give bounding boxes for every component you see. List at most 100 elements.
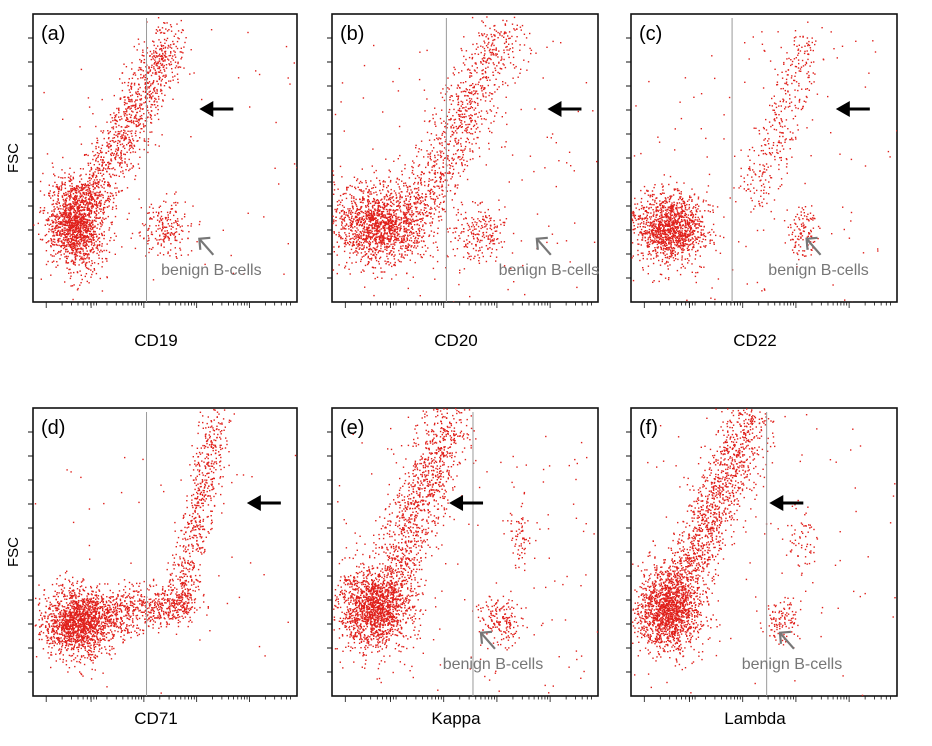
data-point <box>332 215 334 217</box>
data-point <box>384 215 387 217</box>
data-point <box>82 243 84 245</box>
data-point <box>98 181 100 184</box>
data-point <box>187 254 189 256</box>
data-point <box>177 202 179 204</box>
data-point <box>350 237 352 240</box>
data-point <box>112 173 114 176</box>
data-point <box>83 245 86 247</box>
data-point <box>442 88 444 90</box>
data-point <box>82 183 85 186</box>
data-point <box>76 202 78 204</box>
data-point <box>385 216 387 219</box>
data-point <box>87 193 90 195</box>
data-point <box>460 143 462 145</box>
data-point <box>441 173 444 175</box>
data-point <box>99 205 101 207</box>
data-point <box>358 212 360 214</box>
data-point <box>468 97 471 100</box>
data-point <box>77 230 79 233</box>
data-point <box>368 231 370 234</box>
data-point <box>131 135 133 137</box>
data-point <box>68 268 70 271</box>
data-point <box>93 236 95 238</box>
data-point <box>118 175 120 177</box>
data-point <box>368 243 370 245</box>
data-point <box>353 196 355 198</box>
data-point <box>64 198 67 200</box>
data-point <box>111 221 113 223</box>
data-point <box>412 232 415 234</box>
data-point <box>485 96 487 98</box>
data-point <box>363 223 366 225</box>
data-point <box>92 113 94 115</box>
data-point <box>148 81 151 83</box>
data-point <box>153 90 156 92</box>
data-point <box>438 185 440 187</box>
data-point <box>101 164 103 166</box>
data-point <box>185 37 187 39</box>
data-point <box>92 188 95 191</box>
data-point <box>154 61 157 63</box>
data-point <box>177 81 179 84</box>
data-point <box>60 221 63 224</box>
data-point <box>75 187 78 189</box>
data-point <box>340 228 342 230</box>
data-point <box>396 231 399 233</box>
data-point <box>483 47 486 50</box>
data-point <box>129 168 131 170</box>
data-point <box>452 132 455 134</box>
data-point <box>370 224 372 227</box>
data-point <box>159 41 162 44</box>
data-point <box>247 212 249 214</box>
data-point <box>453 119 455 121</box>
data-point <box>70 222 72 224</box>
data-point <box>66 239 69 241</box>
data-point <box>457 208 459 211</box>
data-point <box>156 90 158 92</box>
data-point <box>176 23 178 25</box>
data-point <box>150 106 152 108</box>
data-point <box>445 122 447 124</box>
data-point <box>484 53 486 55</box>
data-point <box>107 146 110 148</box>
data-point <box>66 267 68 269</box>
data-point <box>132 166 135 168</box>
data-point <box>130 87 132 89</box>
data-point <box>467 126 469 128</box>
data-point <box>139 123 141 125</box>
data-point <box>118 124 120 127</box>
data-point <box>41 238 44 241</box>
data-point <box>363 190 365 192</box>
data-point <box>126 134 129 136</box>
data-point <box>414 181 416 184</box>
data-point <box>469 158 472 161</box>
data-point <box>382 186 385 188</box>
data-point <box>390 192 393 195</box>
data-point <box>134 108 137 111</box>
data-point <box>67 232 70 235</box>
data-point <box>108 197 110 200</box>
data-point <box>85 204 87 206</box>
data-point <box>401 236 403 238</box>
data-point <box>519 72 521 74</box>
data-point <box>399 198 401 200</box>
data-point <box>150 74 153 77</box>
data-point <box>494 24 496 27</box>
data-point <box>494 91 496 93</box>
data-point <box>78 207 80 210</box>
data-point <box>68 229 70 231</box>
data-point <box>364 240 366 243</box>
data-point <box>90 233 93 236</box>
data-point <box>137 118 140 121</box>
data-point <box>159 205 162 207</box>
data-point <box>412 241 415 244</box>
data-point <box>159 90 162 92</box>
data-point <box>482 95 485 98</box>
data-point <box>82 187 84 189</box>
data-point <box>485 60 487 63</box>
data-point <box>87 162 89 164</box>
data-point <box>457 184 459 186</box>
data-point <box>469 117 471 120</box>
data-point <box>138 232 140 234</box>
data-point <box>394 238 396 241</box>
